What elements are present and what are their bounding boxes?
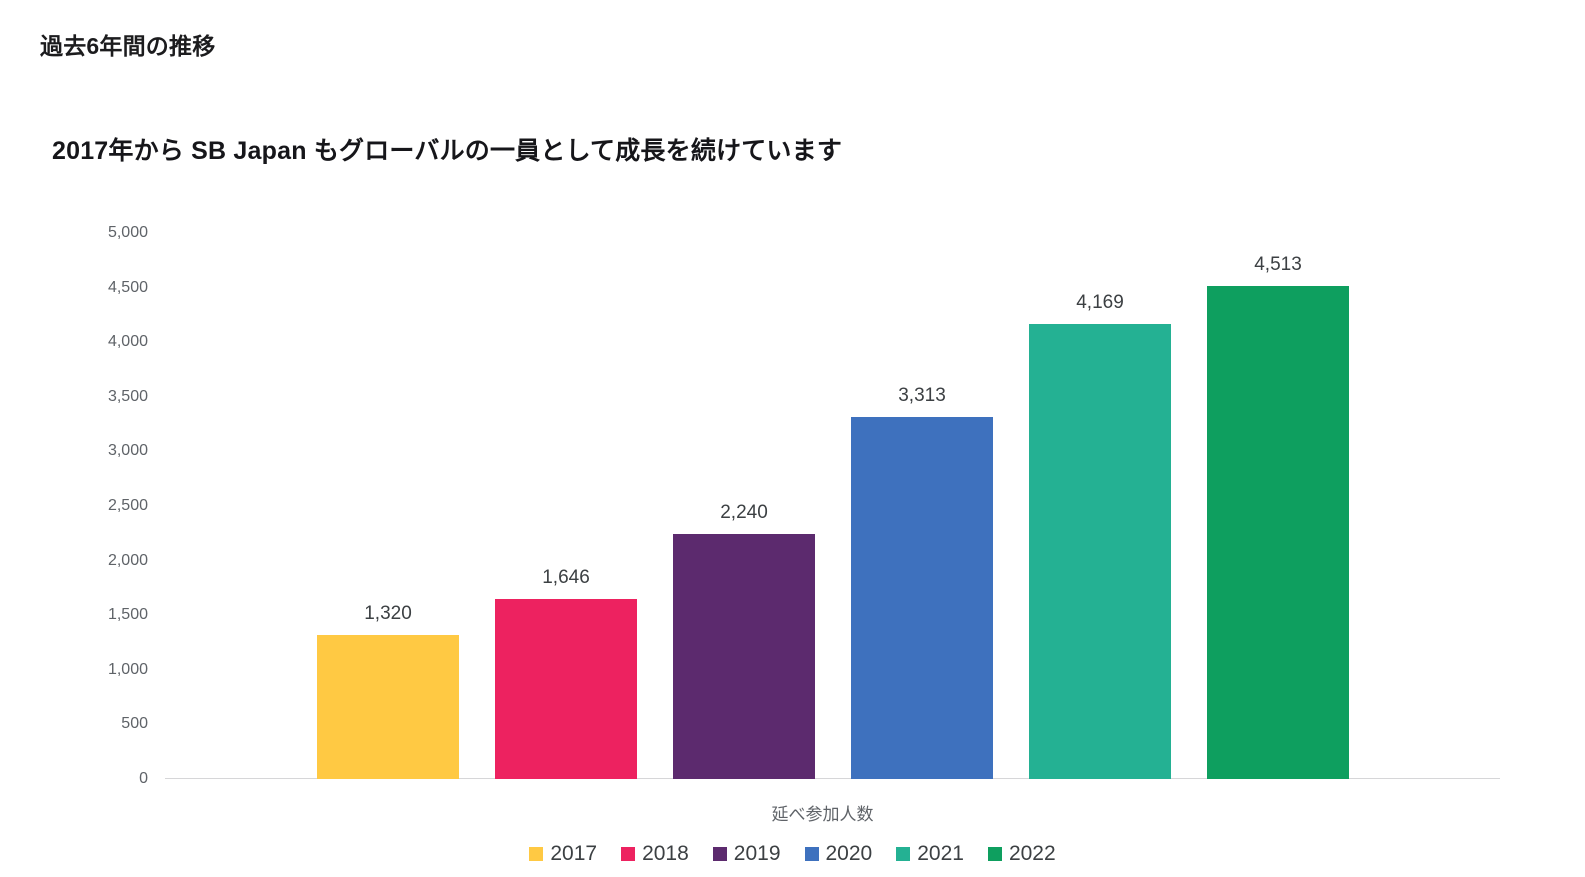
legend-item-2020[interactable]: 2020: [804, 842, 873, 865]
bar-value-label: 1,646: [542, 567, 590, 589]
legend-swatch-icon: [621, 846, 636, 861]
y-axis-tick-label: 3,000: [107, 442, 148, 460]
bar-value-label: 4,169: [1076, 291, 1124, 313]
plot-area: 1,320 1,646 2,240 3,313 4,169 4,513: [165, 180, 1500, 779]
bar-value-label: 1,320: [364, 602, 412, 624]
y-axis-tick-label: 2,000: [107, 551, 148, 569]
bar-value-label: 4,513: [1254, 254, 1302, 276]
y-axis-tick-label: 1,500: [107, 606, 148, 624]
legend-swatch-icon: [529, 846, 544, 861]
legend-label: 2018: [642, 842, 689, 865]
bar-value-label: 3,313: [898, 385, 946, 407]
bar-2022[interactable]: 4,513: [1207, 180, 1349, 779]
slide-subtitle: 2017年から SB Japan もグローバルの一員として成長を続けています: [52, 137, 843, 165]
y-axis-tick-label: 4,000: [107, 333, 148, 351]
legend-item-2022[interactable]: 2022: [987, 842, 1056, 865]
y-axis-tick-label: 3,500: [107, 387, 148, 405]
bar-rect-2020[interactable]: [851, 417, 993, 779]
bar-rect-2022[interactable]: [1207, 286, 1349, 779]
legend-swatch-icon: [896, 846, 911, 861]
x-axis-title: 延べ参加人数: [771, 805, 874, 824]
legend-item-2017[interactable]: 2017: [529, 843, 597, 864]
bar-2021[interactable]: 4,169: [1029, 180, 1171, 779]
bar-rect-2017[interactable]: [317, 634, 459, 779]
legend-label: 2019: [733, 842, 781, 865]
y-axis-tick-label: 500: [121, 715, 148, 733]
bar-rect-2021[interactable]: [1029, 323, 1171, 779]
y-axis: 5,000 4,500 4,000 3,500 3,000 2,500 2,000 1,500…: [60, 0, 148, 877]
legend-label: 2020: [825, 842, 873, 865]
legend-swatch-icon: [987, 846, 1002, 861]
y-axis-tick-label: 4,500: [107, 278, 148, 296]
bar-value-label: 2,240: [720, 502, 768, 524]
bar-rect-2019[interactable]: [673, 534, 815, 779]
legend-swatch-icon: [804, 846, 819, 861]
legend-label: 2022: [1008, 842, 1056, 865]
y-axis-tick-label: 5,000: [107, 224, 148, 241]
legend-label: 2017: [550, 842, 598, 865]
legend-item-2019[interactable]: 2019: [712, 842, 781, 865]
y-axis-tick-label: 2,500: [107, 497, 148, 514]
bar-rect-2018[interactable]: [495, 599, 637, 779]
y-axis-tick-label: 0: [139, 770, 148, 787]
legend-swatch-icon: [712, 846, 727, 861]
y-axis-tick-label: 1,000: [107, 660, 148, 678]
bar-2017[interactable]: 1,320: [317, 180, 459, 779]
chart-legend: 2017 2018 2019 2020 2021 2022: [0, 843, 1585, 864]
legend-item-2021[interactable]: 2021: [896, 843, 964, 864]
bar-2019[interactable]: 2,240: [673, 180, 815, 779]
legend-label: 2021: [917, 842, 964, 865]
bar-2020[interactable]: 3,313: [851, 180, 993, 779]
bar-2018[interactable]: 1,646: [495, 180, 637, 779]
legend-item-2018[interactable]: 2018: [621, 843, 689, 864]
x-axis-baseline: [165, 778, 1500, 779]
page-title: 過去6年間の推移: [40, 33, 216, 59]
